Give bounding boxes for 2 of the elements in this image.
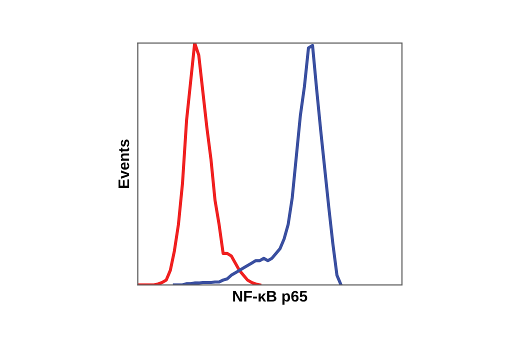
y-axis-title: Events bbox=[118, 140, 130, 188]
x-axis-title: NF-κB p65 bbox=[233, 290, 308, 305]
